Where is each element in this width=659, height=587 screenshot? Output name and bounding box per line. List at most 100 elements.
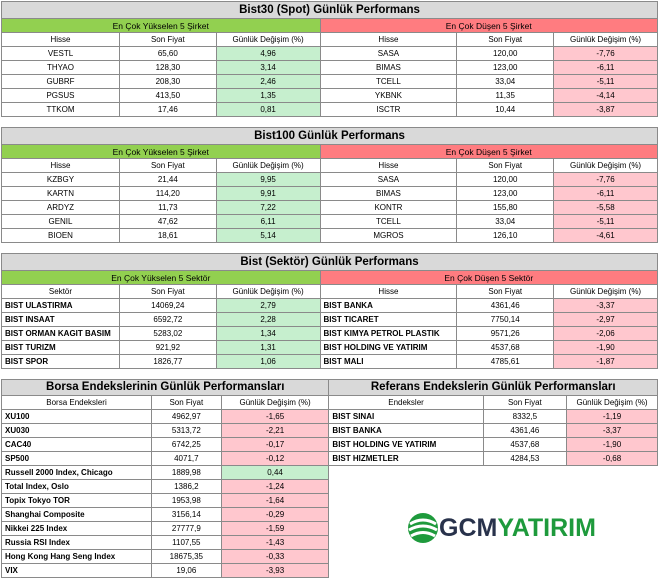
change: 0,81 [215, 102, 321, 117]
table-row: CAC40 6742,25 -0,17 BIST HOLDING VE YATI… [1, 437, 658, 452]
change: 1,35 [215, 88, 321, 103]
table-row: BIST TURIZM 921,92 1,31 BIST HOLDING VE … [1, 340, 658, 355]
sector-name: BIST KIMYA PETROL PLASTIK [319, 326, 458, 341]
table-row: ARDYZ 11,73 7,22 KONTR 155,80 -5,58 [1, 200, 658, 215]
col-header: Hisse [1, 32, 120, 47]
ticker: SASA [319, 46, 458, 61]
change: -1,90 [553, 340, 658, 355]
sector-name: BIST BANKA [319, 298, 458, 313]
change: -3,93 [220, 563, 330, 578]
col-header: Günlük Değişim (%) [215, 158, 321, 173]
sector-name: BIST INSAAT [1, 312, 120, 327]
change: -5,58 [553, 200, 658, 215]
col-header: Sektör [1, 284, 120, 299]
gcm-logo: GCMYATIRIM [405, 510, 625, 546]
table-row: BIST ULASTIRMA 14069,24 2,79 BIST BANKA … [1, 298, 658, 313]
change: 2,46 [215, 74, 321, 89]
sector-name: BIST HOLDING VE YATIRIM [319, 340, 458, 355]
price: 4361,46 [482, 423, 568, 438]
ticker: SASA [319, 172, 458, 187]
change: -5,11 [553, 214, 658, 229]
change: 4,96 [215, 46, 321, 61]
price: 14069,24 [118, 298, 217, 313]
index-name: SP500 [1, 451, 152, 466]
col-header: Günlük Değişim (%) [566, 395, 658, 410]
table-row: XU030 5313,72 -2,21 BIST BANKA 4361,46 -… [1, 423, 658, 438]
table-row: BIST SPOR 1826,77 1,06 BIST MALI 4785,61… [1, 354, 658, 369]
bist100-down-title: En Çok Düşen 5 Şirket [319, 144, 659, 159]
price: 1386,2 [150, 479, 222, 494]
change: -3,37 [553, 298, 658, 313]
sector-name: BIST ULASTIRMA [1, 298, 120, 313]
price: 4537,68 [482, 437, 568, 452]
change: 2,28 [215, 312, 321, 327]
col-header: Son Fiyat [482, 395, 568, 410]
price: 5283,02 [118, 326, 217, 341]
index-name: Russell 2000 Index, Chicago [1, 465, 152, 480]
table-row: Shanghai Composite 3156,14 -0,29 [1, 507, 658, 522]
change: 7,22 [215, 200, 321, 215]
logo-area [328, 465, 658, 578]
ticker: BIOEN [1, 228, 120, 243]
ticker: YKBNK [319, 88, 458, 103]
col-header: Endeksler [328, 395, 484, 410]
col-header: Hisse [319, 32, 458, 47]
index-name: XU030 [1, 423, 152, 438]
change: -4,61 [553, 228, 658, 243]
price: 4071,7 [150, 451, 222, 466]
change: -1,43 [220, 535, 330, 550]
ticker: GENIL [1, 214, 120, 229]
col-header: Hisse [319, 158, 458, 173]
table-row: THYAO 128,30 3,14 BIMAS 123,00 -6,11 [1, 60, 658, 75]
col-header: Günlük Değişim (%) [220, 395, 330, 410]
change: -7,76 [553, 172, 658, 187]
price: 21,44 [118, 172, 217, 187]
sector-down-title: En Çok Düşen 5 Sektör [319, 270, 659, 285]
sector-title: Bist (Sektör) Günlük Performans [1, 253, 658, 271]
index-name: BIST HOLDING VE YATIRIM [328, 437, 484, 452]
table-row: GUBRF 208,30 2,46 TCELL 33,04 -5,11 [1, 74, 658, 89]
col-header: Son Fiyat [118, 284, 217, 299]
table-row: PGSUS 413,50 1,35 YKBNK 11,35 -4,14 [1, 88, 658, 103]
ticker: ARDYZ [1, 200, 120, 215]
price: 413,50 [118, 88, 217, 103]
col-header: Günlük Değişim (%) [553, 32, 658, 47]
index-name: Russia RSI Index [1, 535, 152, 550]
bist100-table: Bist100 Günlük Performans En Çok Yüksele… [1, 127, 659, 243]
table-row: BIST ORMAN KAGIT BASIM 5283,02 1,34 BIST… [1, 326, 658, 341]
change: -1,64 [220, 493, 330, 508]
change: -3,87 [553, 102, 658, 117]
price: 208,30 [118, 74, 217, 89]
price: 120,00 [456, 46, 555, 61]
ticker: ISCTR [319, 102, 458, 117]
price: 4785,61 [456, 354, 555, 369]
ticker: THYAO [1, 60, 120, 75]
table-row: Hong Kong Hang Seng Index 18675,35 -0,33 [1, 549, 658, 564]
bist100-title: Bist100 Günlük Performans [1, 127, 658, 145]
price: 126,10 [456, 228, 555, 243]
index-name: Topix Tokyo TOR [1, 493, 152, 508]
ticker: TTKOM [1, 102, 120, 117]
price: 10,44 [456, 102, 555, 117]
ticker: KARTN [1, 186, 120, 201]
price: 123,00 [456, 186, 555, 201]
price: 4537,68 [456, 340, 555, 355]
price: 8332,5 [482, 409, 568, 424]
change: 2,79 [215, 298, 321, 313]
change: -0,33 [220, 549, 330, 564]
col-header: Son Fiyat [150, 395, 222, 410]
price: 4284,53 [482, 451, 568, 466]
change: -0,17 [220, 437, 330, 452]
col-header: Hisse [319, 284, 458, 299]
ticker: BIMAS [319, 186, 458, 201]
change: 0,44 [220, 465, 330, 480]
price: 114,20 [118, 186, 217, 201]
price: 120,00 [456, 172, 555, 187]
price: 27777,9 [150, 521, 222, 536]
change: -1,65 [220, 409, 330, 424]
change: 5,14 [215, 228, 321, 243]
sector-name: BIST ORMAN KAGIT BASIM [1, 326, 120, 341]
change: -1,59 [220, 521, 330, 536]
indices-table: Borsa Endekslerinin Günlük Performanslar… [0, 379, 658, 578]
